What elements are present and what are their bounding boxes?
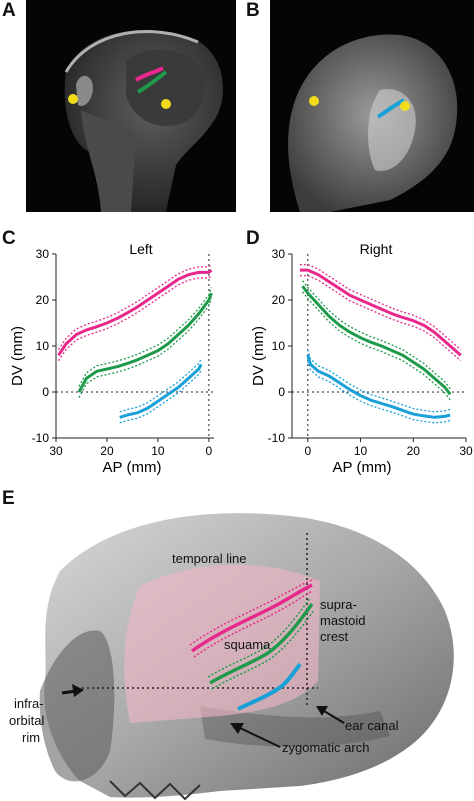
mri-a-green-trace <box>136 70 168 94</box>
mri-image-b <box>270 0 474 212</box>
chart-left-xtick-label: 30 <box>49 444 63 458</box>
chart-left-series-2-lower <box>119 369 202 424</box>
chart-right-ytick-label: 30 <box>272 247 286 261</box>
label-squama: squama <box>224 637 271 652</box>
panel-b-letter: B <box>246 0 260 21</box>
mri-b-marker-2 <box>400 101 410 111</box>
chart-right-series-0-lower <box>299 274 462 362</box>
chart-right-series-2-lower <box>307 360 451 424</box>
chart-left-series-0-lower <box>58 275 212 362</box>
chart-right-xtick-label: 30 <box>459 444 473 458</box>
mri-b-marker-1 <box>309 96 319 106</box>
chart-left: Left DV (mm) AP (mm) -10 0 10 20 30 30 20 10 0 <box>9 241 214 476</box>
mri-b-cyan-trace <box>376 98 405 119</box>
chart-right: Right DV (mm) AP (mm) -10 0 10 20 30 0 10 20 30 <box>250 241 473 476</box>
chart-right-series-0-line <box>299 268 462 357</box>
arrow-ear-canal-head <box>316 706 328 716</box>
chart-right-series-1-upper <box>302 280 451 390</box>
skull-cyan-trace <box>237 662 302 711</box>
chart-left-series-0-line <box>57 268 213 357</box>
mri-a-marker-2 <box>161 99 171 109</box>
chart-left-series-2-upper <box>119 358 202 413</box>
label-infraorbital-2: orbital <box>9 713 45 728</box>
mri-a-drawing <box>64 30 224 212</box>
label-supramastoid-2: mastoid <box>320 613 366 628</box>
chart-left-title: Left <box>129 241 152 257</box>
mri-b-drawing <box>288 34 458 212</box>
chart-right-ytick-label: 20 <box>272 293 286 307</box>
chart-right-xtick-label: 20 <box>407 444 421 458</box>
arrow-zygomatic-head <box>230 723 244 734</box>
label-infraorbital-1: infra- <box>14 696 44 711</box>
chart-right-series-1-lower <box>302 291 451 401</box>
chart-right-title: Right <box>360 241 393 257</box>
chart-left-ytick-label: -10 <box>32 431 50 445</box>
chart-left-ytick-label: 20 <box>36 293 50 307</box>
chart-left-ytick-label: 30 <box>36 247 50 261</box>
panel-a-letter: A <box>2 0 16 21</box>
zygomatic-shadow <box>200 706 390 747</box>
chart-right-ytick-label: 0 <box>278 385 285 399</box>
chart-left-series-1-lower <box>78 298 213 398</box>
label-supramastoid-1: supra- <box>320 597 357 612</box>
chart-right-ytick-label: 10 <box>272 339 286 353</box>
chart-left-series-1-line <box>77 292 213 393</box>
panel-c-letter: C <box>2 228 16 249</box>
chart-right-xlabel: AP (mm) <box>333 459 392 476</box>
mri-a-marker-1 <box>68 94 78 104</box>
mri-image-a <box>26 0 236 212</box>
label-ear-canal: ear canal <box>345 718 399 733</box>
chart-left-series-1-upper <box>78 287 213 387</box>
chart-right-series-1-line <box>301 285 452 396</box>
mri-a-magenta-trace <box>134 66 164 82</box>
chart-left-xtick-label: 10 <box>151 444 165 458</box>
skull-green-trace <box>207 597 315 690</box>
chart-right-xtick-label: 10 <box>354 444 368 458</box>
chart-left-xtick-label: 0 <box>206 444 213 458</box>
chart-left-xlabel: AP (mm) <box>103 459 162 476</box>
chart-right-xtick-label: 0 <box>304 444 311 458</box>
panel-d-letter: D <box>246 228 260 249</box>
chart-right-ytick-label: -10 <box>268 431 286 445</box>
chart-left-series-2-line <box>119 363 203 419</box>
skull-illustration: temporal line squama supra- mastoid cres… <box>9 513 454 801</box>
label-infraorbital-3: rim <box>22 730 40 745</box>
chart-right-series-2-line <box>306 354 451 419</box>
arrow-zygomatic <box>239 727 281 748</box>
arrow-ear-canal <box>323 710 345 724</box>
panel-e-letter: E <box>2 488 15 509</box>
chart-right-ylabel: DV (mm) <box>250 326 267 386</box>
chart-right-series-2-upper <box>307 349 451 413</box>
chart-left-ylabel: DV (mm) <box>9 326 26 386</box>
label-zygomatic-arch: zygomatic arch <box>282 740 369 755</box>
orbit-shadow <box>39 630 115 782</box>
label-supramastoid-3: crest <box>320 629 349 644</box>
chart-left-ytick-label: 10 <box>36 339 50 353</box>
chart-left-ytick-label: 0 <box>42 385 49 399</box>
squama-region <box>124 564 320 723</box>
skull-magenta-trace <box>189 578 315 658</box>
label-temporal-line: temporal line <box>172 551 246 566</box>
chart-left-xtick-label: 20 <box>100 444 114 458</box>
teeth-row <box>109 780 201 801</box>
arrow-infraorbital-head <box>72 684 84 697</box>
